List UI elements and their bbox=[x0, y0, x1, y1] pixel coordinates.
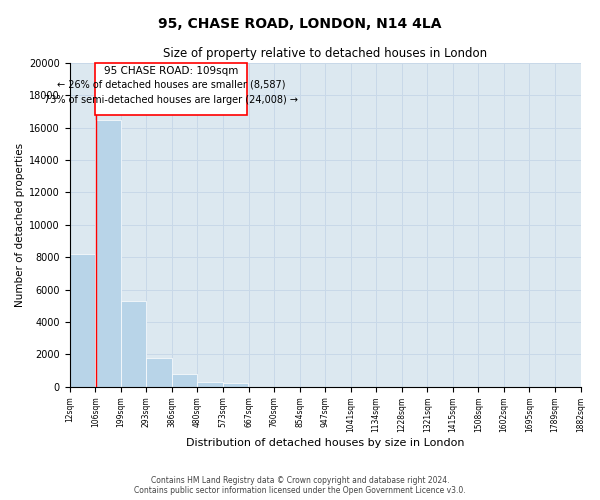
Bar bbox=[223, 384, 248, 386]
Text: 95, CHASE ROAD, LONDON, N14 4LA: 95, CHASE ROAD, LONDON, N14 4LA bbox=[158, 18, 442, 32]
Text: 95 CHASE ROAD: 109sqm: 95 CHASE ROAD: 109sqm bbox=[104, 66, 238, 76]
Text: ← 26% of detached houses are smaller (8,587): ← 26% of detached houses are smaller (8,… bbox=[57, 79, 285, 89]
Bar bbox=[146, 358, 172, 386]
Y-axis label: Number of detached properties: Number of detached properties bbox=[15, 143, 25, 307]
Bar bbox=[95, 120, 121, 386]
Bar bbox=[197, 382, 223, 386]
X-axis label: Distribution of detached houses by size in London: Distribution of detached houses by size … bbox=[186, 438, 464, 448]
Text: 73% of semi-detached houses are larger (24,008) →: 73% of semi-detached houses are larger (… bbox=[44, 96, 298, 106]
Bar bbox=[172, 374, 197, 386]
Title: Size of property relative to detached houses in London: Size of property relative to detached ho… bbox=[163, 48, 487, 60]
Bar bbox=[121, 301, 146, 386]
Text: Contains HM Land Registry data © Crown copyright and database right 2024.
Contai: Contains HM Land Registry data © Crown c… bbox=[134, 476, 466, 495]
Bar bbox=[70, 254, 95, 386]
Bar bbox=[95, 63, 247, 115]
